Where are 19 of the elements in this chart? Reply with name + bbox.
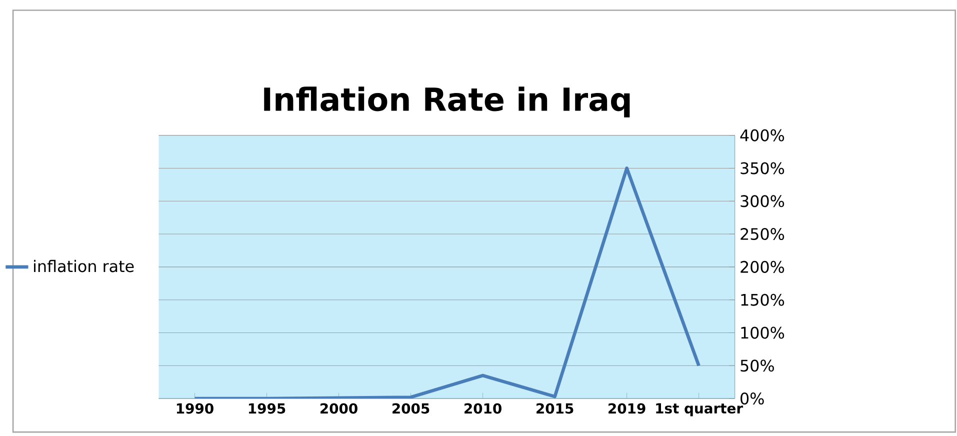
x-tick-label: 1995: [248, 403, 286, 414]
legend-label: inflation rate: [34, 260, 134, 272]
y-tick-label: 200%: [740, 260, 784, 273]
x-tick-label: 2019: [608, 403, 646, 414]
x-tick-label: 2005: [392, 403, 430, 414]
chart-title: Inflation Rate in Iraq: [264, 86, 630, 118]
y-tick-label: 250%: [740, 228, 784, 240]
y-tick-label: 0%: [740, 392, 764, 405]
x-tick-label: 1st quarter: [656, 403, 744, 416]
x-tick-label: 1990: [176, 403, 214, 414]
y-tick-label: 150%: [741, 294, 784, 306]
y-tick-label: 100%: [741, 326, 784, 339]
x-tick-label: 2015: [536, 403, 574, 414]
y-tick-label: 400%: [740, 129, 784, 142]
y-tick-label: 350%: [740, 162, 784, 174]
x-tick-label: 2010: [464, 403, 502, 414]
y-tick-label: 300%: [740, 195, 784, 208]
y-tick-label: 50%: [740, 360, 774, 372]
x-tick-label: 2000: [320, 403, 358, 414]
